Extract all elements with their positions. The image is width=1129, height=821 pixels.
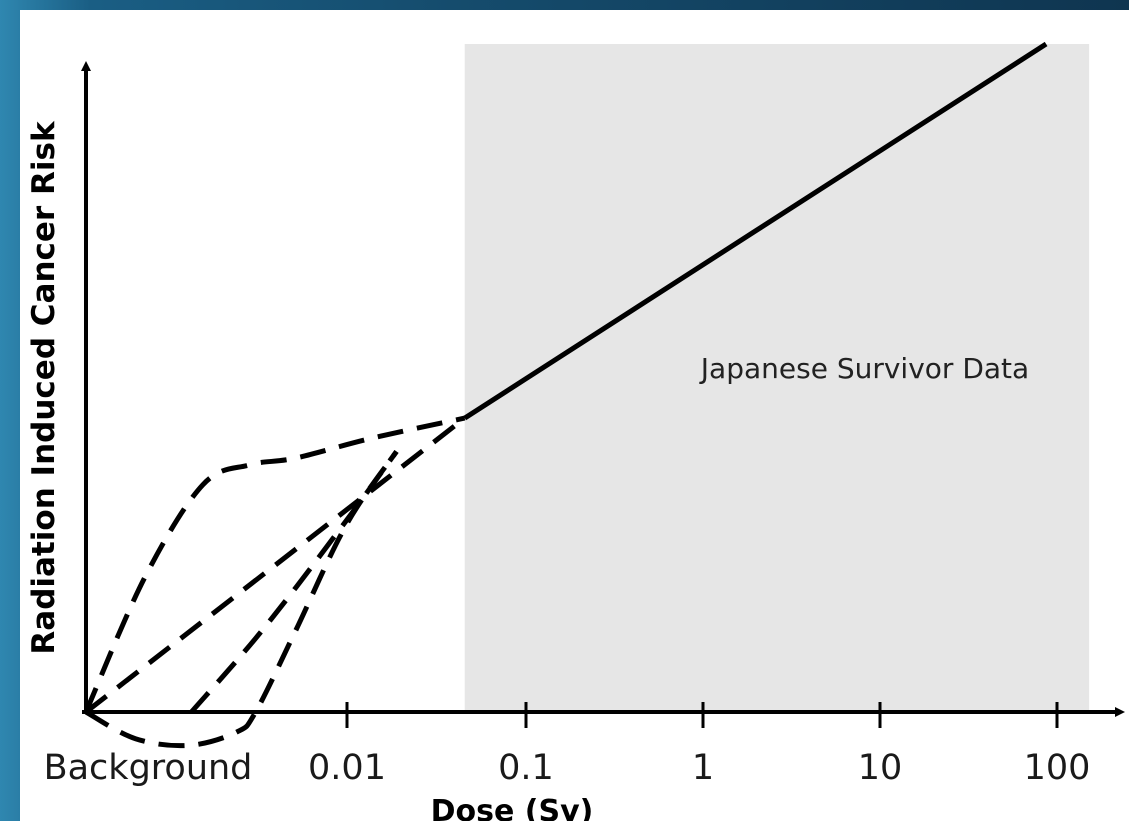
series-group bbox=[83, 41, 1048, 749]
x-tick-label-2: 0.1 bbox=[498, 748, 554, 788]
x-tick-label-0: Background bbox=[44, 748, 253, 788]
y-axis-title: Radiation Induced Cancer Risk bbox=[26, 120, 62, 655]
series-line-3 bbox=[189, 450, 399, 714]
x-axis-title: Dose (Sv) bbox=[431, 794, 594, 821]
x-tick-group: Background 0.01 0.1 1 10 100 bbox=[44, 702, 1091, 788]
x-tick-label-4: 10 bbox=[858, 748, 903, 788]
japanese-survivor-data-region bbox=[464, 44, 1090, 712]
series-line-0 bbox=[463, 41, 1048, 421]
x-tick-label-1: 0.01 bbox=[308, 748, 386, 788]
series-line-1 bbox=[84, 416, 467, 714]
series-line-4 bbox=[84, 450, 399, 749]
japanese-survivor-data-label: Japanese Survivor Data bbox=[699, 352, 1029, 385]
x-tick-label-5: 100 bbox=[1024, 748, 1091, 788]
x-tick-label-3: 1 bbox=[692, 748, 714, 788]
series-line-2 bbox=[83, 415, 466, 713]
